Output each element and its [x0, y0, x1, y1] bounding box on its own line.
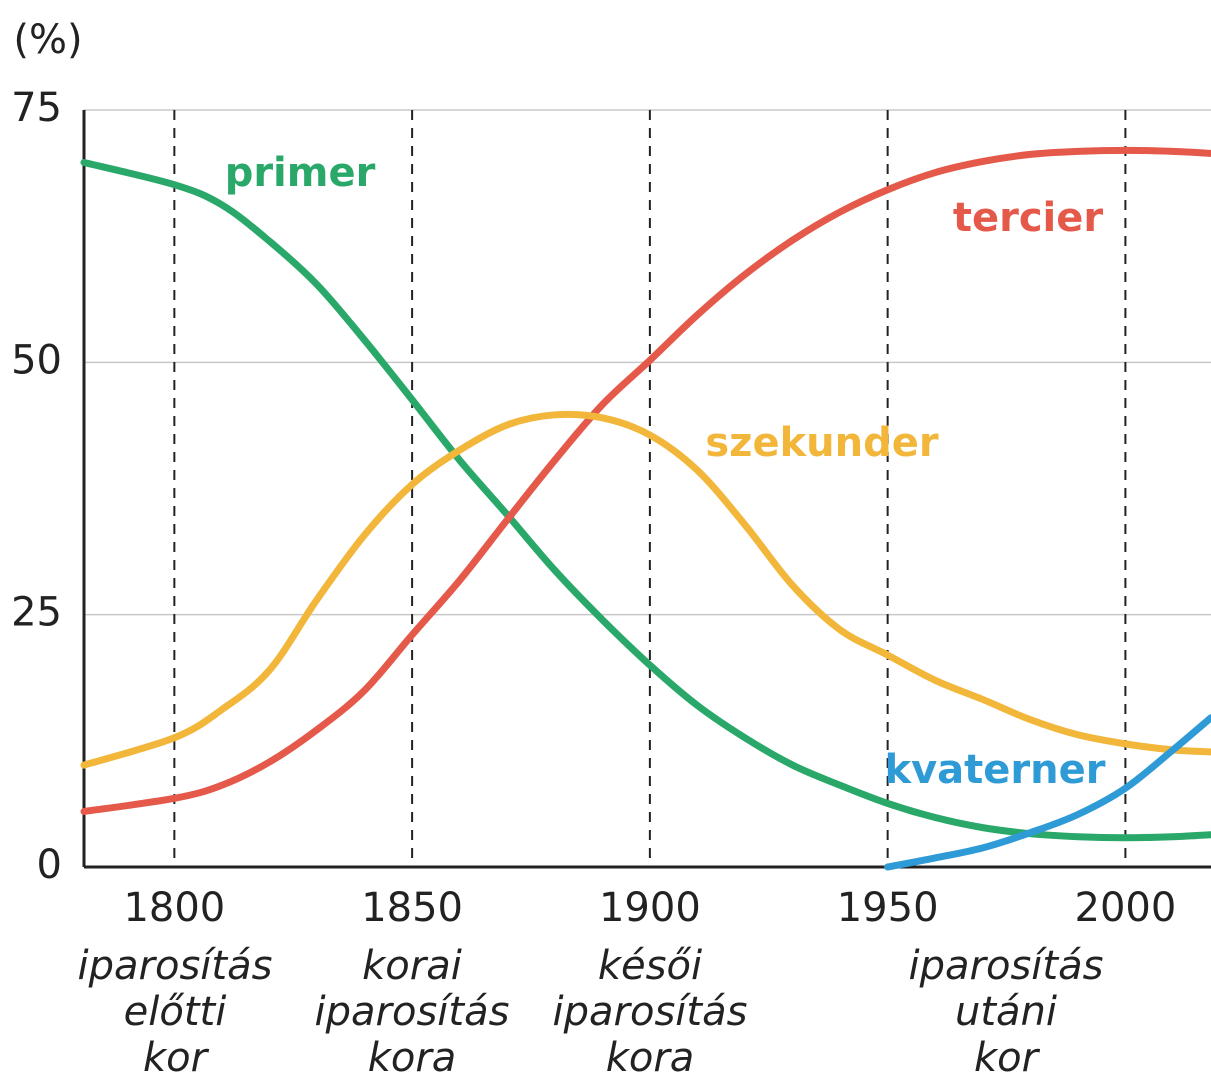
y-tick-label: 25 — [11, 590, 62, 636]
period-label: kora — [606, 1035, 695, 1079]
period-label: iparosítás — [315, 989, 510, 1035]
series-line — [80, 158, 1211, 842]
y-axis-label: (%) — [13, 17, 82, 63]
series-line — [80, 410, 1211, 769]
x-tick-label: 1950 — [837, 885, 939, 931]
y-tick-label: 75 — [11, 85, 62, 131]
period-label: kora — [368, 1035, 457, 1079]
period-label: előtti — [124, 989, 227, 1035]
x-tick-label: 1850 — [361, 885, 463, 931]
period-label: kor — [143, 1035, 210, 1079]
y-tick-label: 50 — [11, 337, 62, 383]
series-line — [80, 146, 1211, 815]
x-tick-label: 1900 — [599, 885, 701, 931]
series-label: kvaterner — [885, 747, 1106, 793]
period-label: korai — [362, 943, 462, 989]
period-label: iparosítás — [909, 943, 1104, 989]
x-tick-label: 2000 — [1075, 885, 1177, 931]
period-label: késői — [598, 943, 702, 989]
period-label: iparosítás — [78, 943, 273, 989]
period-label: iparosítás — [553, 989, 748, 1035]
y-tick-label: 0 — [37, 842, 62, 888]
x-tick-label: 1800 — [123, 885, 225, 931]
series-label: tercier — [953, 195, 1104, 241]
series-label: primer — [225, 150, 376, 196]
series-line — [884, 714, 1211, 871]
series-label: szekunder — [705, 420, 939, 466]
period-label: kor — [974, 1035, 1041, 1079]
period-label: utáni — [955, 989, 1057, 1035]
